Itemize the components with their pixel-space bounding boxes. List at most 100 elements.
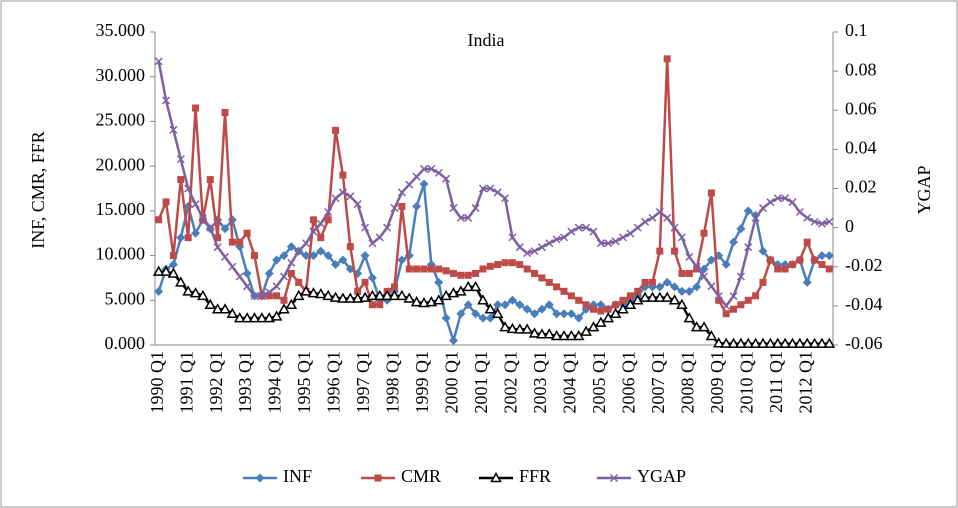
cmr-marker (398, 202, 406, 210)
inf-marker (360, 251, 370, 261)
ffr-marker (794, 337, 806, 348)
ygap-marker (552, 235, 561, 244)
ffr-marker (543, 328, 556, 339)
cmr-marker (788, 261, 796, 269)
y2-tick-label: -0.04 (845, 294, 883, 314)
ffr-marker (373, 289, 386, 301)
x-tick-label: 1991 Q1 (176, 351, 196, 414)
cmr-marker (287, 269, 295, 277)
ffr-marker (661, 291, 673, 302)
ygap-marker (655, 207, 664, 217)
ygap-marker (228, 262, 237, 271)
ffr-marker (315, 287, 327, 299)
inf-marker (574, 313, 584, 323)
cmr-marker (604, 305, 612, 313)
cmr-marker (280, 296, 288, 304)
ygap-marker (626, 229, 635, 238)
x-tick-label: 2003 Q1 (530, 351, 550, 414)
ffr-marker (565, 330, 578, 341)
ffr-marker (366, 289, 379, 301)
x-tick-label: 2004 Q1 (560, 351, 580, 414)
inf-marker (168, 260, 178, 270)
ygap-marker (471, 204, 480, 213)
cmr-marker (472, 269, 480, 277)
ygap-marker (501, 194, 510, 203)
legend-label: CMR (401, 466, 441, 486)
cmr-marker (752, 292, 760, 300)
cmr-marker (206, 176, 214, 184)
cmr-marker (155, 216, 163, 224)
ffr-marker (403, 292, 416, 303)
ffr-marker (735, 337, 747, 348)
ffr-marker (388, 289, 401, 301)
x-tick-label: 2000 Q1 (442, 351, 462, 414)
ffr-marker (698, 321, 710, 332)
inf-marker (824, 251, 834, 261)
cmr-marker (243, 229, 251, 237)
x-tick-label: 2006 Q1 (618, 351, 638, 414)
ygap-marker (803, 213, 812, 222)
inf-marker (367, 273, 377, 283)
cmr-marker (560, 287, 568, 295)
ffr-marker (175, 276, 187, 287)
ffr-marker (808, 337, 821, 348)
ffr-marker (506, 322, 519, 334)
ffr-marker (462, 280, 474, 292)
x-tick-label: 2005 Q1 (589, 351, 609, 414)
cmr-marker (597, 307, 605, 315)
y2-axis-label: YGAP (914, 165, 934, 214)
ygap-marker (611, 237, 620, 246)
x-tick-label: 2008 Q1 (677, 351, 697, 414)
cmr-marker (796, 256, 804, 264)
inf-marker (264, 268, 274, 278)
cmr-marker (501, 259, 509, 267)
x-tick-label: 2001 Q1 (471, 351, 491, 414)
cmr-marker (332, 126, 340, 134)
y2-tick-label: -0.02 (845, 255, 883, 275)
cmr-marker (523, 265, 531, 273)
ygap-marker (419, 164, 429, 173)
cmr-marker (374, 474, 382, 482)
ygap-marker (287, 258, 296, 267)
ygap-marker (176, 155, 185, 164)
x-tick-label: 1990 Q1 (147, 351, 167, 414)
cmr-marker (405, 265, 413, 273)
ffr-marker (270, 310, 283, 321)
cmr-marker (508, 259, 516, 267)
ffr-marker (690, 321, 703, 332)
ffr-marker (676, 298, 688, 310)
ygap-marker (707, 282, 716, 291)
cmr-marker (494, 261, 502, 269)
ffr-marker (683, 312, 696, 323)
cmr-marker (656, 247, 664, 255)
ygap-marker (641, 217, 650, 226)
ygap-marker (700, 272, 709, 281)
ygap-marker (405, 180, 414, 189)
ffr-marker (329, 291, 342, 302)
ffr-marker (491, 307, 504, 318)
cmr-marker (427, 265, 435, 273)
ffr-marker (779, 337, 791, 348)
y-tick-label: 15.000 (96, 199, 146, 219)
ygap-marker (714, 292, 723, 301)
ffr-marker (816, 337, 828, 348)
cmr-marker (376, 301, 384, 309)
ffr-marker (418, 296, 430, 308)
ygap-marker (523, 249, 532, 258)
y-tick-label: 35.000 (96, 20, 146, 40)
inf-marker (176, 233, 186, 243)
ygap-marker (412, 172, 421, 181)
ffr-marker (727, 337, 740, 348)
x-tick-label: 2010 Q1 (736, 351, 756, 414)
inf-marker (802, 277, 812, 287)
legend-label: YGAP (637, 466, 686, 486)
ffr-marker (167, 267, 180, 278)
ffr-marker (307, 287, 320, 298)
ygap-marker (279, 272, 288, 281)
inf-marker (441, 313, 451, 323)
ygap-marker (537, 243, 546, 252)
cmr-marker (619, 296, 627, 304)
x-tick-label: 2012 Q1 (795, 351, 815, 414)
ygap-marker (220, 252, 230, 261)
